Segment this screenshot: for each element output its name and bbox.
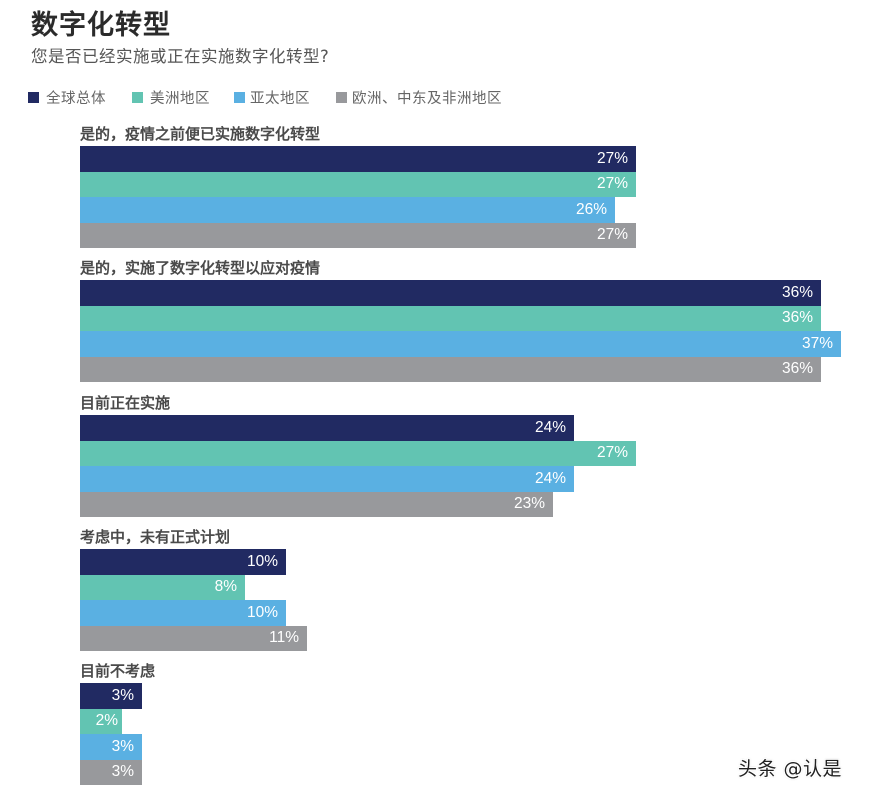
bar-global: 3% [80,683,142,709]
bar-emea: 3% [80,759,142,785]
watermark: 头条 @认是 [738,758,843,780]
bar-value: 27% [596,175,628,193]
bar-value: 3% [111,763,134,781]
bar-americas: 2% [80,708,122,734]
group-label: 是的，实施了数字化转型以应对疫情 [80,259,321,277]
chart-title: 数字化转型 [31,10,171,41]
legend-swatch [234,91,245,103]
bar-value: 24% [534,418,566,436]
legend-item-global: 全球总体 [28,87,106,108]
legend: 全球总体 美洲地区 亚太地区 欧洲、中东及非洲地区 [28,87,522,107]
bar-americas: 36% [80,305,821,331]
group-label: 目前正在实施 [80,394,171,412]
bar-value: 36% [781,283,813,301]
bar-apac: 37% [80,331,841,357]
chart-subtitle: 您是否已经实施或正在实施数字化转型? [31,47,330,66]
bar-value: 10% [246,603,278,621]
bar-value: 27% [596,444,628,462]
legend-item-emea: 欧洲、中东及非洲地区 [336,87,502,108]
group-label: 考虑中，未有正式计划 [80,528,231,546]
bar-global: 36% [80,280,821,306]
bar-apac: 24% [80,466,574,492]
legend-swatch [336,91,347,103]
bar-emea: 27% [80,222,636,248]
bar-value: 36% [781,360,813,378]
legend-swatch [28,91,39,103]
legend-swatch [132,91,143,103]
bar-value: 23% [513,495,545,513]
group-label: 目前不考虑 [80,662,156,680]
bar-americas: 27% [80,440,636,466]
bar-value: 3% [111,737,134,755]
legend-label: 美洲地区 [150,90,210,107]
bar-global: 24% [80,415,574,441]
group-label: 是的，疫情之前便已实施数字化转型 [80,125,321,143]
bar-apac: 10% [80,600,286,626]
bar-value: 27% [596,149,628,167]
bar-value: 11% [269,629,299,647]
bar-value: 36% [781,309,813,327]
bar-emea: 23% [80,491,553,517]
bar-americas: 27% [80,171,636,197]
bar-value: 8% [214,578,237,596]
bar-apac: 26% [80,197,615,223]
bar-value: 27% [596,226,628,244]
bar-apac: 3% [80,734,142,760]
bar-value: 10% [246,552,278,570]
bar-emea: 11% [80,625,307,651]
bar-americas: 8% [80,574,245,600]
legend-label: 全球总体 [46,90,106,107]
bar-global: 10% [80,549,286,575]
bar-emea: 36% [80,356,821,382]
bar-value: 26% [575,200,607,218]
legend-label: 亚太地区 [250,90,310,107]
bar-global: 27% [80,146,636,172]
legend-item-apac: 亚太地区 [234,87,310,108]
bar-value: 37% [801,334,833,352]
bar-value: 3% [111,686,134,704]
legend-label: 欧洲、中东及非洲地区 [352,90,502,107]
bar-value: 2% [95,712,118,730]
bar-value: 24% [534,469,566,487]
legend-item-americas: 美洲地区 [132,87,210,108]
